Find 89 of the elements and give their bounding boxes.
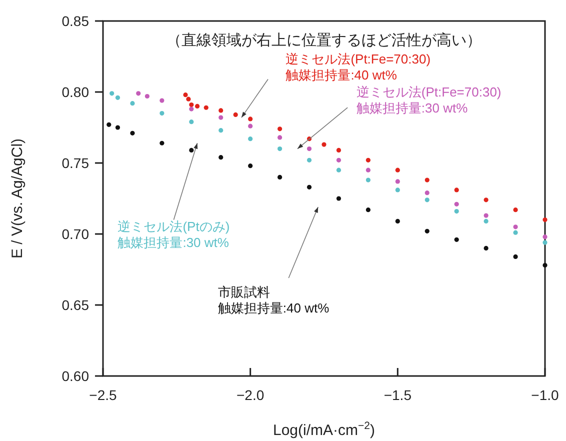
point [278,126,282,132]
point [248,164,253,168]
point [110,91,114,96]
point [160,98,164,103]
point [189,102,194,108]
point [454,202,459,206]
point [454,208,459,214]
point [424,228,430,234]
point [424,198,430,202]
point [513,230,518,235]
point [322,142,326,147]
point [218,108,224,113]
point [248,136,253,142]
point [306,158,312,162]
point [395,168,400,172]
point [395,179,400,184]
point [278,174,282,180]
point [513,224,518,230]
point [189,106,194,112]
y-tick-label: 0.60 [62,368,90,384]
point [395,218,400,224]
point [106,122,112,127]
point [366,158,370,162]
point [424,178,430,182]
point [186,96,191,102]
point [136,91,141,96]
point [336,196,342,201]
point [218,115,224,120]
x-tick-label: −1.0 [531,387,560,403]
y-tick-label: 0.80 [62,84,90,100]
point [336,168,342,172]
annotation: （直線領域が右上に位置するほど活性が高い） [166,32,482,49]
point [160,140,164,146]
y-tick-label: 0.70 [62,226,90,242]
point [115,95,120,100]
point [278,146,282,152]
text: 逆ミセル法(Pt:Fe=70:30) [356,84,502,100]
point [395,188,400,192]
text: 市販試料 [218,284,270,300]
annotation: 触媒担持量:30 wt% [118,235,230,250]
point [160,111,164,116]
point [218,128,224,133]
point [130,101,135,106]
y-tick-label: 0.75 [62,155,90,171]
point [233,112,238,118]
x-tick-label: −2.5 [89,387,118,403]
point [306,146,312,152]
point [484,198,488,202]
point [513,208,518,212]
x-tick-label: −1.5 [384,387,412,403]
y-tick-label: 0.85 [62,13,90,29]
point [144,94,150,99]
annotation: 触媒担持量:30 wt% [356,100,468,116]
text: 逆ミセル法(Ptのみ) [118,219,230,234]
point [424,190,430,196]
text: 逆ミセル法(Pt:Fe=70:30) [286,52,431,67]
y-tick-label: 0.65 [62,297,90,313]
point [484,213,488,218]
x-tick-label: −2.0 [236,387,264,403]
point [484,246,488,250]
point [248,124,253,128]
point [542,218,548,222]
point [484,218,488,224]
point [366,178,370,182]
y-axis-title: E / V(vs. Ag/AgCl) [9,138,26,259]
point [189,120,194,124]
point [336,148,342,153]
point [454,188,459,192]
point [513,254,518,260]
point [218,155,224,160]
annotation: 触媒担持量:40 wt% [218,300,330,316]
point [278,135,282,140]
point [194,104,200,108]
point [336,158,342,162]
point [366,208,370,212]
point [542,262,548,268]
point [115,125,120,130]
point [204,105,208,110]
point [183,92,188,98]
point [542,240,548,245]
point [454,237,459,242]
point [189,148,194,153]
point [366,168,370,172]
point [542,234,548,240]
annotation: 触媒担持量:40 wt% [286,68,398,83]
point [306,184,312,190]
point [248,116,253,122]
point [130,130,135,136]
x-axis-title: Log(i/mA·cm$^{−2}$) [273,420,375,439]
